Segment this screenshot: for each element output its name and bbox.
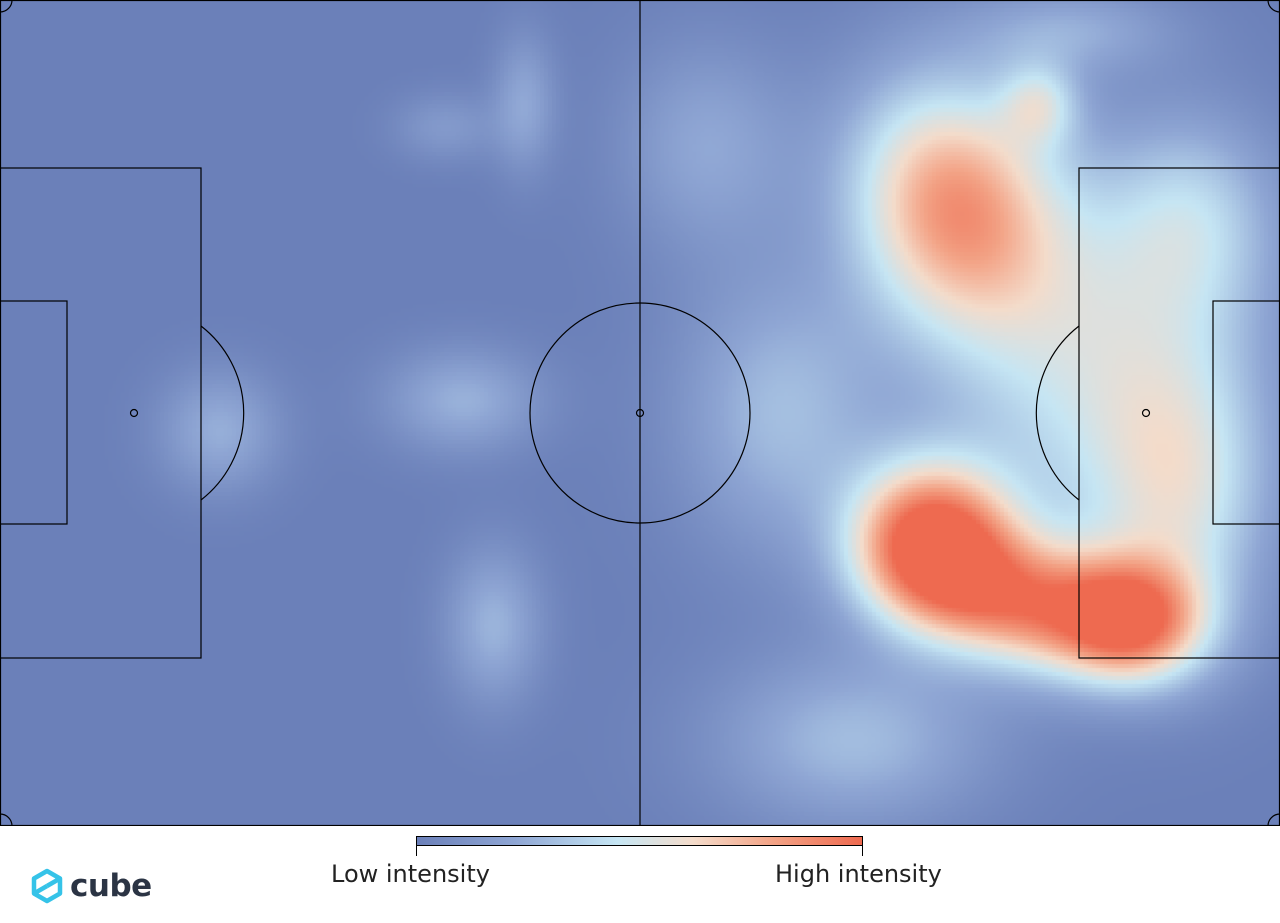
legend-high-label: High intensity bbox=[775, 860, 942, 888]
legend-low-label: Low intensity bbox=[331, 860, 490, 888]
right-goal-area bbox=[1212, 300, 1280, 525]
right-penalty-area bbox=[1078, 167, 1280, 659]
brand-name: cube bbox=[70, 868, 152, 904]
corner-arc-bottom-right bbox=[1267, 813, 1280, 826]
left-penalty-area bbox=[0, 167, 202, 659]
corner-arc-bottom-left bbox=[0, 813, 13, 826]
pitch-markings bbox=[0, 0, 1280, 826]
pitch-heatmap bbox=[0, 0, 1280, 826]
corner-arc-top-left bbox=[0, 0, 13, 13]
left-penalty-spot bbox=[129, 408, 139, 418]
centre-spot bbox=[635, 408, 645, 418]
left-goal-area bbox=[0, 300, 68, 525]
corner-arc-top-right bbox=[1267, 0, 1280, 13]
centre-circle bbox=[529, 302, 751, 524]
brand-logo: cube bbox=[30, 866, 152, 906]
right-penalty-spot bbox=[1141, 408, 1151, 418]
colorbar-tick-high bbox=[862, 846, 863, 856]
intensity-colorbar bbox=[416, 836, 863, 846]
colorbar-tick-low bbox=[416, 846, 417, 856]
cube-logo-icon bbox=[31, 868, 63, 904]
left-penalty-arc bbox=[200, 325, 245, 501]
right-penalty-arc bbox=[1035, 325, 1080, 501]
